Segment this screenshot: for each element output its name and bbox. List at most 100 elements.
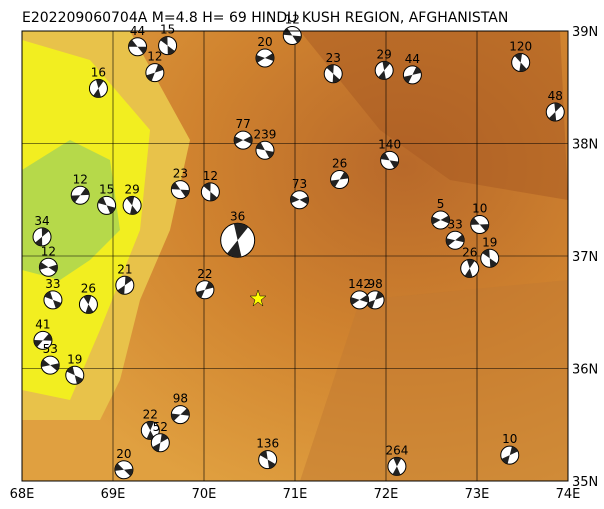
compression-quadrant: [66, 366, 83, 385]
depth-label: 23: [326, 51, 341, 65]
focal-mechanism: 12: [282, 13, 302, 45]
depth-label: 140: [378, 137, 401, 151]
compression-quadrant: [117, 276, 133, 295]
compression-quadrant: [403, 66, 422, 83]
focal-mechanism: 19: [480, 235, 500, 268]
depth-label: 15: [99, 182, 114, 196]
compression-quadrant: [501, 446, 518, 464]
depth-label: 142: [348, 277, 371, 291]
depth-label: 26: [332, 157, 347, 171]
focal-mechanism: 48: [545, 89, 565, 122]
focal-mechanism: 98: [170, 392, 190, 425]
depth-label: 12: [73, 172, 88, 186]
depth-label: 44: [405, 52, 420, 66]
depth-label: 36: [230, 209, 245, 223]
depth-label: 26: [81, 281, 96, 295]
compression-quadrant: [152, 433, 169, 452]
compression-quadrant: [114, 463, 133, 477]
compression-quadrant: [126, 196, 138, 215]
frame: [21, 30, 569, 482]
compression-quadrant: [41, 359, 60, 371]
focal-mechanism: 77: [233, 117, 253, 150]
compression-quadrant: [71, 187, 90, 203]
focal-mechanism: 23: [323, 51, 343, 84]
focal-mechanism: 140: [378, 137, 401, 170]
depth-label: 264: [385, 443, 408, 457]
compression-quadrant: [44, 291, 62, 309]
compression-quadrant: [290, 195, 309, 205]
focal-mechanism: 239: [254, 127, 277, 160]
depth-label: 239: [254, 127, 277, 141]
depth-label: 12: [203, 169, 218, 183]
depth-label: 12: [285, 13, 300, 27]
compression-quadrant: [380, 152, 399, 169]
focal-mechanism: 33: [43, 277, 63, 310]
compression-quadrant: [227, 223, 249, 258]
y-tick-label: 36N: [572, 363, 598, 378]
depth-label: 120: [509, 40, 532, 54]
compression-quadrant: [39, 262, 58, 273]
depth-label: 5: [437, 197, 445, 211]
depth-label: 29: [124, 182, 139, 196]
focal-mechanism: 142: [348, 277, 371, 310]
y-tick-label: 37N: [572, 250, 598, 265]
compression-quadrant: [93, 79, 104, 98]
compression-quadrant: [470, 217, 489, 232]
beachball: [122, 195, 142, 215]
compression-quadrant: [196, 281, 214, 298]
beachball: [88, 78, 108, 98]
depth-label: 19: [67, 352, 82, 366]
focal-mechanism: 44: [128, 24, 148, 57]
x-tick-label: 68E: [10, 487, 35, 502]
focal-mechanism: 16: [88, 65, 108, 98]
x-tick-label: 72E: [374, 487, 399, 502]
compression-quadrant: [548, 102, 562, 121]
focal-mechanism: 53: [40, 342, 60, 375]
depth-label: 20: [116, 447, 131, 461]
compression-quadrant: [259, 450, 276, 469]
focal-mechanism: 12: [38, 244, 58, 277]
depth-label: 21: [117, 262, 132, 276]
depth-label: 52: [153, 420, 168, 434]
depth-label: 98: [173, 392, 188, 406]
focal-mechanism: 136: [256, 437, 279, 470]
x-tick-label: 70E: [192, 487, 217, 502]
focal-mechanism: 15: [158, 23, 178, 56]
compression-quadrant: [464, 259, 475, 278]
focal-mechanism: 264: [385, 443, 408, 476]
compression-quadrant: [234, 136, 253, 145]
focal-mechanism: 36: [220, 209, 256, 258]
focal-mechanism: 19: [65, 352, 85, 385]
depth-label: 98: [367, 277, 382, 291]
focal-mechanism: 29: [374, 47, 394, 80]
main-event-star: [249, 289, 267, 307]
compression-quadrant: [171, 182, 190, 197]
compression-quadrant: [146, 64, 164, 82]
focal-mechanism: 12: [145, 50, 165, 83]
compression-quadrant: [482, 249, 498, 268]
focal-mechanism: 10: [500, 432, 520, 465]
compression-quadrant: [378, 61, 391, 80]
compression-quadrant: [283, 27, 302, 44]
depth-label: 33: [45, 277, 60, 291]
events: 44 15 16 12 20 12 23 29 44 77 239 120 48 26 73 15 29 34 12…: [32, 13, 565, 480]
compression-quadrant: [160, 36, 175, 55]
depth-label: 34: [34, 214, 49, 228]
compression-quadrant: [128, 39, 147, 54]
focal-mechanism: 12: [70, 172, 90, 205]
focal-mechanism: 73: [290, 177, 310, 210]
focal-mechanism: 120: [509, 40, 532, 72]
compression-quadrant: [203, 182, 218, 201]
compression-quadrant: [256, 142, 274, 159]
compression-quadrant: [35, 227, 49, 246]
focal-mechanism: 26: [330, 157, 350, 189]
depth-label: 136: [256, 437, 279, 451]
depth-label: 22: [143, 407, 158, 421]
depth-label: 12: [147, 50, 162, 64]
focal-mechanism: 29: [122, 182, 142, 215]
x-tick-label: 74E: [556, 487, 581, 502]
compression-quadrant: [330, 171, 349, 188]
compression-quadrant: [146, 421, 155, 440]
focal-mechanism: 20: [255, 35, 275, 68]
